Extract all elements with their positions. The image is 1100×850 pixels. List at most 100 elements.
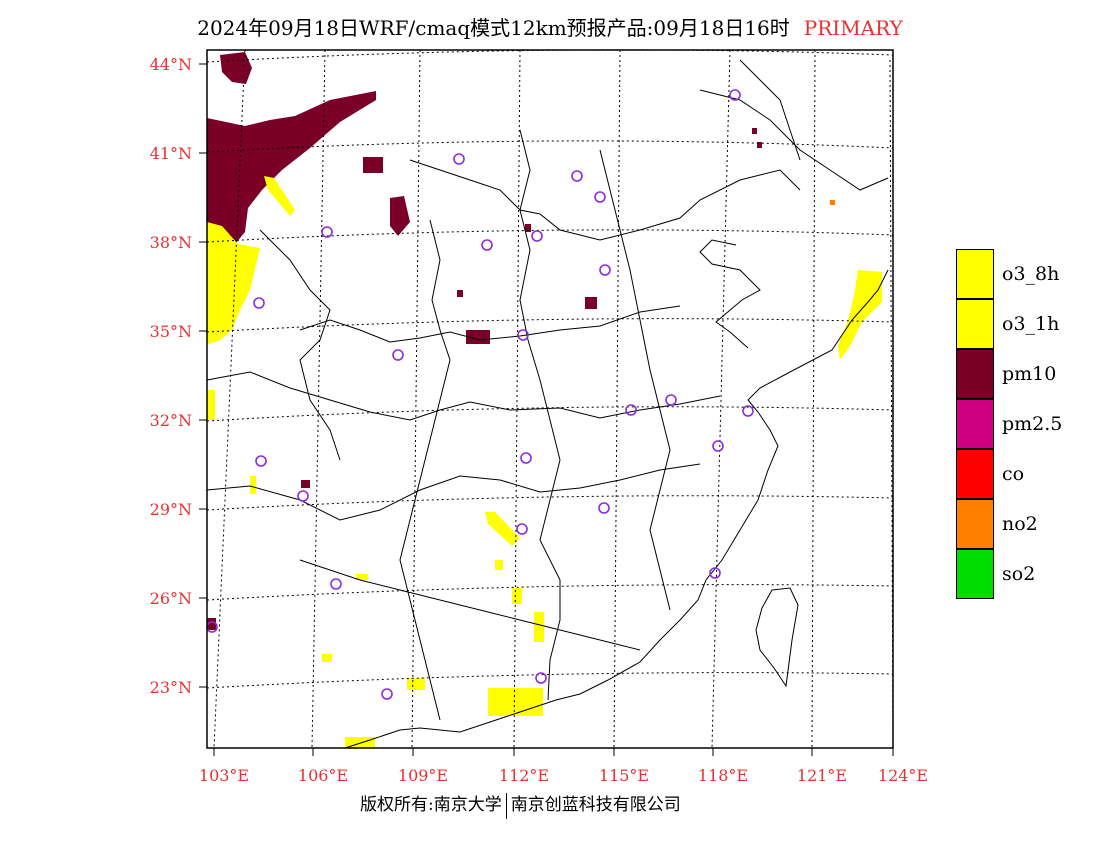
- boundary-line: [699, 89, 889, 191]
- legend-swatch: [956, 299, 994, 349]
- latitude-line: [206, 495, 894, 511]
- pm10-patch: [752, 128, 757, 134]
- pm10-patch: [363, 157, 383, 173]
- map-frame: [206, 49, 894, 749]
- o3-patch: [488, 688, 543, 716]
- graticule: [206, 49, 894, 749]
- boundary-line: [259, 229, 341, 461]
- boundary-line: [206, 463, 701, 521]
- title-primary-tag: PRIMARY: [803, 16, 903, 40]
- pm10-patch: [585, 297, 597, 309]
- station-marker: [321, 226, 333, 238]
- copyright-separator: [505, 792, 507, 819]
- station-marker: [255, 455, 267, 467]
- legend-label: no2: [1002, 513, 1038, 535]
- o3-patch: [264, 176, 295, 216]
- pm10-patch: [757, 142, 762, 148]
- lon-label: 118°E: [697, 766, 749, 785]
- legend-label: o3_8h: [1002, 263, 1060, 285]
- lon-label: 121°E: [796, 766, 848, 785]
- boundary-line: [519, 129, 561, 701]
- longitude-line: [811, 49, 816, 749]
- o3-patch: [250, 476, 256, 494]
- latitude-line: [206, 318, 894, 333]
- pm10-region-northwest: [207, 91, 376, 243]
- pm10-patch: [390, 196, 410, 236]
- station-marker: [571, 170, 583, 182]
- lat-label: 23°N: [149, 678, 192, 697]
- station-marker: [742, 405, 754, 417]
- copyright-notice: 版权所有:南京大学 南京创蓝科技有限公司: [360, 790, 681, 819]
- station-marker: [535, 672, 547, 684]
- legend-swatch: [956, 549, 994, 599]
- latitude-line: [206, 229, 894, 243]
- legend-label: co: [1002, 463, 1025, 485]
- station-marker: [381, 688, 393, 700]
- latitude-line: [206, 672, 894, 689]
- legend-swatch: [956, 499, 994, 549]
- pm10-patch: [301, 480, 310, 488]
- station-marker: [729, 89, 741, 101]
- o3-patch: [512, 588, 522, 604]
- legend-swatch: [956, 249, 994, 299]
- o3-regions: [207, 176, 882, 749]
- pm10-patch: [457, 290, 463, 297]
- pm10-regions: [207, 52, 762, 630]
- station-marker: [712, 440, 724, 452]
- boundary-line: [599, 149, 671, 611]
- map-title: 2024年09月18日WRF/cmaq模式12km预报产品:09月18日16时 P…: [0, 12, 1100, 41]
- boundary-line: [399, 219, 451, 721]
- lat-label: 26°N: [149, 589, 192, 608]
- legend-label: pm2.5: [1002, 413, 1063, 435]
- lat-label: 41°N: [149, 144, 192, 163]
- o3-patch: [322, 654, 332, 662]
- legend-label: pm10: [1002, 363, 1057, 385]
- lat-label: 44°N: [149, 55, 192, 74]
- station-marker: [517, 329, 529, 341]
- station-marker: [531, 230, 543, 242]
- station-marker: [330, 578, 342, 590]
- pm10-patch: [466, 330, 490, 344]
- boundary-line: [299, 305, 681, 343]
- boundary-line: [299, 559, 641, 651]
- lat-label: 32°N: [149, 411, 192, 430]
- lon-label: 124°E: [877, 766, 929, 785]
- latitude-line: [206, 584, 894, 601]
- legend-label: o3_1h: [1002, 313, 1060, 335]
- lon-label: 106°E: [297, 766, 349, 785]
- pm10-region-top: [220, 52, 252, 84]
- no2-patch: [830, 200, 835, 205]
- boundary-line: [206, 371, 721, 421]
- station-marker: [594, 191, 606, 203]
- station-markers: [206, 89, 754, 700]
- latitude-line: [206, 49, 894, 63]
- copyright-right: 南京创蓝科技有限公司: [510, 795, 681, 815]
- axis-ticks: [199, 63, 894, 756]
- coastline-north: [699, 239, 761, 349]
- station-marker: [453, 153, 465, 165]
- longitude-line: [613, 49, 621, 749]
- station-marker: [253, 297, 265, 309]
- station-marker: [665, 394, 677, 406]
- taiwan-island: [755, 587, 799, 688]
- station-marker: [599, 264, 611, 276]
- legend-swatch: [956, 349, 994, 399]
- lat-label: 35°N: [149, 322, 192, 341]
- station-marker: [481, 239, 493, 251]
- longitude-line: [513, 49, 521, 749]
- copyright-left: 版权所有:南京大学: [360, 795, 502, 815]
- station-marker: [625, 404, 637, 416]
- pm10-patch: [525, 224, 531, 232]
- boundary-line: [739, 59, 801, 161]
- station-marker: [516, 523, 528, 535]
- pm10-patch: [207, 618, 216, 630]
- station-marker: [520, 452, 532, 464]
- o3-patch: [485, 512, 520, 546]
- station-marker: [392, 349, 404, 361]
- boundary-line: [409, 159, 801, 241]
- legend-swatch: [956, 449, 994, 499]
- lon-label: 103°E: [198, 766, 250, 785]
- legend-swatch: [956, 399, 994, 449]
- o3-patch: [534, 612, 544, 642]
